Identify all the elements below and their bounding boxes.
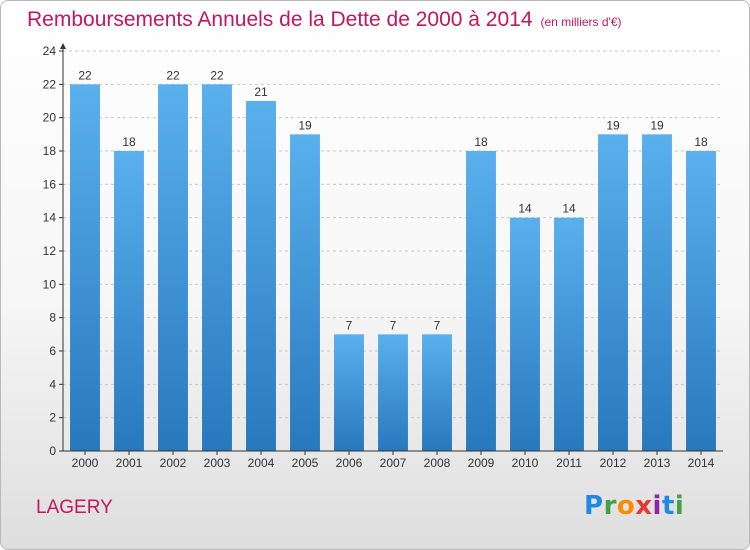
data-label: 14 [562, 202, 576, 216]
bar [642, 134, 672, 452]
logo-letter: r [603, 491, 617, 521]
bar [422, 334, 452, 451]
x-tick-label: 2006 [336, 456, 363, 470]
bar [70, 84, 100, 451]
x-tick-label: 2007 [380, 456, 407, 470]
data-labels: 22 18 22 22 21 19 7 7 7 18 14 14 19 19 18 [78, 68, 708, 332]
y-tick-label: 6 [49, 344, 56, 358]
data-label: 22 [166, 68, 180, 82]
y-tick-label: 0 [49, 444, 56, 458]
logo-letter: o [616, 491, 636, 521]
y-tick-label: 8 [49, 311, 56, 325]
bar [114, 151, 144, 451]
bar [466, 151, 496, 451]
data-label: 22 [78, 68, 92, 82]
chart-subtitle: (en milliers d'€) [540, 15, 622, 29]
data-label: 18 [474, 135, 488, 149]
commune-name: LAGERY [36, 497, 113, 518]
bar [246, 101, 276, 451]
data-label: 7 [346, 318, 353, 332]
logo-letter: i [652, 491, 662, 521]
logo-letter: x [635, 491, 653, 521]
x-tick-label: 2011 [556, 456, 582, 470]
y-axis-arrow [60, 43, 66, 49]
bar [686, 151, 716, 451]
data-label: 18 [122, 135, 136, 149]
y-tick-label: 18 [43, 144, 57, 158]
chart-header: Remboursements Annuels de la Dette de 20… [27, 8, 622, 32]
y-tick-label: 4 [49, 377, 56, 391]
x-tick-label: 2002 [160, 456, 187, 470]
x-tick-label: 2003 [204, 456, 231, 470]
x-tick-label: 2009 [468, 456, 495, 470]
y-tick-label: 2 [49, 411, 56, 425]
data-label: 14 [518, 202, 532, 216]
y-tick-label: 12 [43, 244, 57, 258]
bar [510, 217, 540, 451]
bar [378, 334, 408, 451]
x-tick-label: 2005 [292, 456, 319, 470]
data-label: 19 [606, 118, 620, 132]
x-tick-label: 2008 [424, 456, 451, 470]
x-tick-label: 2013 [644, 456, 671, 470]
logo-letter: P [584, 491, 604, 521]
data-label: 18 [694, 135, 708, 149]
data-label: 7 [434, 318, 441, 332]
bars [70, 84, 716, 452]
x-tick-label: 2004 [248, 456, 275, 470]
bar [290, 134, 320, 452]
bar [158, 84, 188, 451]
y-tick-label: 24 [43, 44, 57, 58]
chart-title: Remboursements Annuels de la Dette de 20… [27, 8, 533, 31]
y-tick-label: 10 [43, 277, 57, 291]
bar [202, 84, 232, 451]
y-tick-label: 22 [43, 77, 57, 91]
data-label: 21 [254, 85, 268, 99]
x-tick-label: 2014 [688, 456, 715, 470]
data-label: 19 [650, 118, 664, 132]
x-tick-label: 2001 [116, 456, 143, 470]
x-tick-label: 2010 [512, 456, 539, 470]
x-tick-label: 2000 [72, 456, 99, 470]
bar [554, 217, 584, 451]
proxiti-logo[interactable]: Proxiti [584, 491, 684, 521]
y-tick-label: 16 [43, 177, 57, 191]
x-tick-label: 2012 [600, 456, 627, 470]
bar [334, 334, 364, 451]
logo-letter: t [661, 491, 675, 521]
y-tick-label: 20 [43, 111, 57, 125]
data-label: 22 [210, 68, 224, 82]
data-label: 7 [390, 318, 397, 332]
logo-letter: i [674, 491, 685, 521]
data-label: 19 [298, 118, 312, 132]
y-tick-label: 14 [43, 211, 57, 225]
bar [598, 134, 628, 452]
